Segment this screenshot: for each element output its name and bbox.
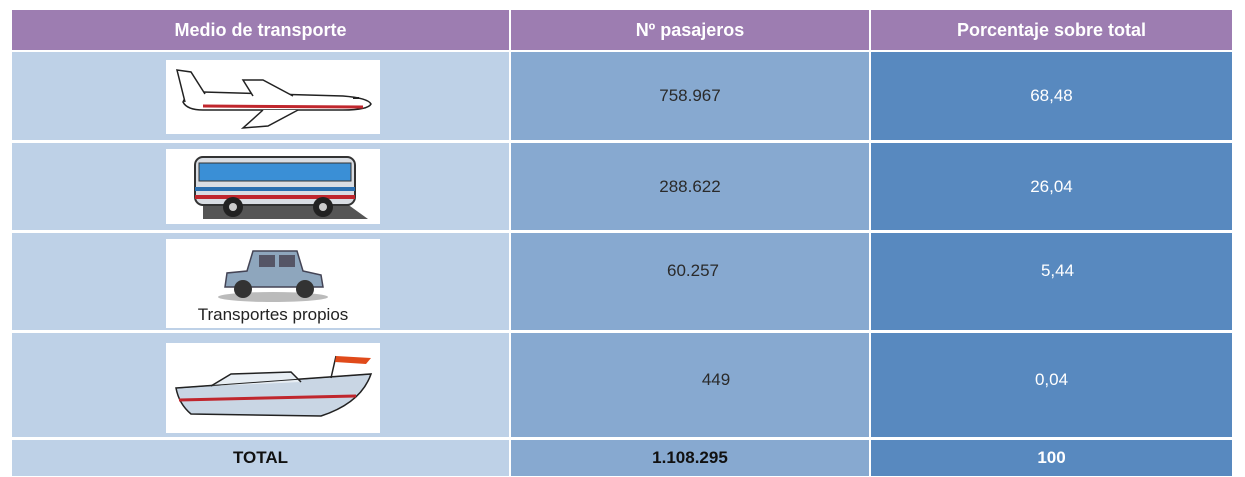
passengers-cell: 758.967 xyxy=(511,52,869,140)
car-icon: Transportes propios xyxy=(166,239,380,328)
passengers-cell: 288.622 xyxy=(511,143,869,230)
percent-cell: 26,04 xyxy=(871,143,1232,230)
page: {"table": { "columns": ["Medio de transp… xyxy=(0,0,1245,477)
bus xyxy=(173,151,373,223)
percent-cell: 68,48 xyxy=(871,52,1232,140)
total-percent: 100 xyxy=(871,440,1232,476)
total-label: TOTAL xyxy=(12,440,509,476)
airplane-icon xyxy=(166,60,380,134)
car xyxy=(213,243,333,303)
header-cell: Porcentaje sobre total xyxy=(871,10,1232,50)
total-passengers: 1.108.295 xyxy=(511,440,869,476)
header-cell: Medio de transporte xyxy=(12,10,509,50)
boat xyxy=(171,348,376,428)
passengers-cell: 449 xyxy=(511,333,869,437)
percent-cell: 5,44 xyxy=(871,233,1232,330)
percent-cell: 0,04 xyxy=(871,333,1232,437)
bus-icon xyxy=(166,149,380,224)
passengers-cell: 60.257 xyxy=(511,233,869,330)
caption: Transportes propios xyxy=(198,305,349,325)
header-cell: Nº pasajeros xyxy=(511,10,869,50)
airplane xyxy=(173,62,373,132)
boat-icon xyxy=(166,343,380,433)
